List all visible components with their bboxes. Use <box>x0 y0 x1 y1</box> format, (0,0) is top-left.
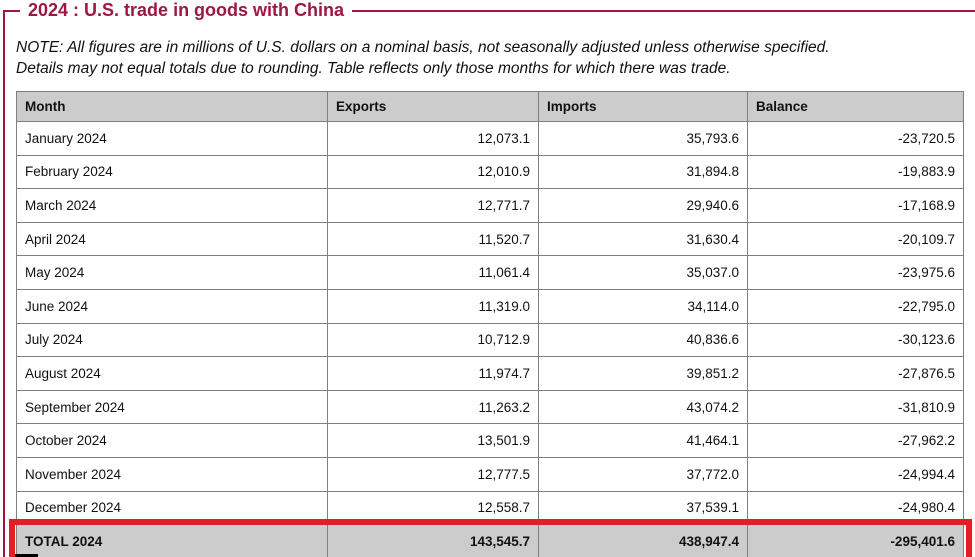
table-row: June 2024 11,319.0 34,114.0 -22,795.0 <box>16 288 964 324</box>
balance-cell: -23,720.5 <box>747 121 964 156</box>
exports-cell: 12,558.7 <box>327 490 539 526</box>
col-header-month: Month <box>16 91 328 122</box>
table-row: May 2024 11,061.4 35,037.0 -23,975.6 <box>16 255 964 290</box>
imports-cell: 41,464.1 <box>538 423 748 458</box>
imports-cell: 31,630.4 <box>538 221 748 257</box>
table-body: January 2024 12,073.1 35,793.6 -23,720.5 Feb… <box>16 121 964 557</box>
col-header-imports: Imports <box>538 91 748 122</box>
exports-cell: 11,974.7 <box>327 356 539 391</box>
note-line-2: Details may not equal totals due to roun… <box>16 60 731 77</box>
table-row: August 2024 11,974.7 39,851.2 -27,876.5 <box>16 356 964 391</box>
imports-cell: 31,894.8 <box>538 154 748 190</box>
month-cell: January 2024 <box>16 121 328 156</box>
imports-cell: 29,940.6 <box>538 188 748 223</box>
imports-cell: 37,539.1 <box>538 490 748 526</box>
month-cell: June 2024 <box>16 288 328 324</box>
balance-cell: -17,168.9 <box>747 188 964 223</box>
exports-cell: 12,777.5 <box>327 456 539 492</box>
exports-cell: 12,073.1 <box>327 121 539 156</box>
month-cell: April 2024 <box>16 221 328 257</box>
table-row: December 2024 12,558.7 37,539.1 -24,980.4 <box>16 490 964 526</box>
exports-cell: 11,520.7 <box>327 221 539 257</box>
month-cell: TOTAL 2024 <box>16 524 328 557</box>
balance-cell: -24,994.4 <box>747 456 964 492</box>
imports-cell: 43,074.2 <box>538 389 748 425</box>
balance-cell: -23,975.6 <box>747 255 964 290</box>
exports-cell: 143,545.7 <box>327 524 539 557</box>
exports-cell: 11,061.4 <box>327 255 539 290</box>
imports-cell: 34,114.0 <box>538 288 748 324</box>
exports-cell: 13,501.9 <box>327 423 539 458</box>
exports-cell: 10,712.9 <box>327 322 539 358</box>
balance-cell: -30,123.6 <box>747 322 964 358</box>
exports-cell: 11,263.2 <box>327 389 539 425</box>
imports-cell: 40,836.6 <box>538 322 748 358</box>
imports-cell: 37,772.0 <box>538 456 748 492</box>
col-header-balance: Balance <box>747 91 964 122</box>
exports-cell: 12,010.9 <box>327 154 539 190</box>
imports-cell: 35,793.6 <box>538 121 748 156</box>
imports-cell: 35,037.0 <box>538 255 748 290</box>
bottom-edge-fragment <box>15 553 38 557</box>
table-header-row: Month Exports Imports Balance <box>16 91 964 122</box>
trade-fieldset: 2024 : U.S. trade in goods with China NO… <box>3 0 975 557</box>
month-cell: October 2024 <box>16 423 328 458</box>
exports-cell: 12,771.7 <box>327 188 539 223</box>
month-cell: December 2024 <box>16 490 328 526</box>
balance-cell: -295,401.6 <box>747 524 964 557</box>
page-title: 2024 : U.S. trade in goods with China <box>28 0 345 20</box>
balance-cell: -31,810.9 <box>747 389 964 425</box>
total-row: TOTAL 2024 143,545.7 438,947.4 -295,401.6 <box>16 524 964 557</box>
imports-cell: 438,947.4 <box>538 524 748 557</box>
month-cell: September 2024 <box>16 389 328 425</box>
note-line-1: NOTE: All figures are in millions of U.S… <box>16 39 830 56</box>
note-text: NOTE: All figures are in millions of U.S… <box>16 37 975 79</box>
month-cell: July 2024 <box>16 322 328 358</box>
table-row: October 2024 13,501.9 41,464.1 -27,962.2 <box>16 423 964 458</box>
month-cell: May 2024 <box>16 255 328 290</box>
balance-cell: -20,109.7 <box>747 221 964 257</box>
month-cell: November 2024 <box>16 456 328 492</box>
month-cell: August 2024 <box>16 356 328 391</box>
table-row: March 2024 12,771.7 29,940.6 -17,168.9 <box>16 188 964 223</box>
month-cell: February 2024 <box>16 154 328 190</box>
balance-cell: -19,883.9 <box>747 154 964 190</box>
table-row: July 2024 10,712.9 40,836.6 -30,123.6 <box>16 322 964 358</box>
balance-cell: -24,980.4 <box>747 490 964 526</box>
imports-cell: 39,851.2 <box>538 356 748 391</box>
balance-cell: -27,876.5 <box>747 356 964 391</box>
month-cell: March 2024 <box>16 188 328 223</box>
exports-cell: 11,319.0 <box>327 288 539 324</box>
col-header-exports: Exports <box>327 91 539 122</box>
table-row: September 2024 11,263.2 43,074.2 -31,810.9 <box>16 389 964 425</box>
balance-cell: -27,962.2 <box>747 423 964 458</box>
balance-cell: -22,795.0 <box>747 288 964 324</box>
table-row: February 2024 12,010.9 31,894.8 -19,883.9 <box>16 154 964 190</box>
trade-table: Month Exports Imports Balance January 20… <box>16 91 964 557</box>
table-row: January 2024 12,073.1 35,793.6 -23,720.5 <box>16 121 964 156</box>
table-row: April 2024 11,520.7 31,630.4 -20,109.7 <box>16 221 964 257</box>
table-row: November 2024 12,777.5 37,772.0 -24,994.4 <box>16 456 964 492</box>
